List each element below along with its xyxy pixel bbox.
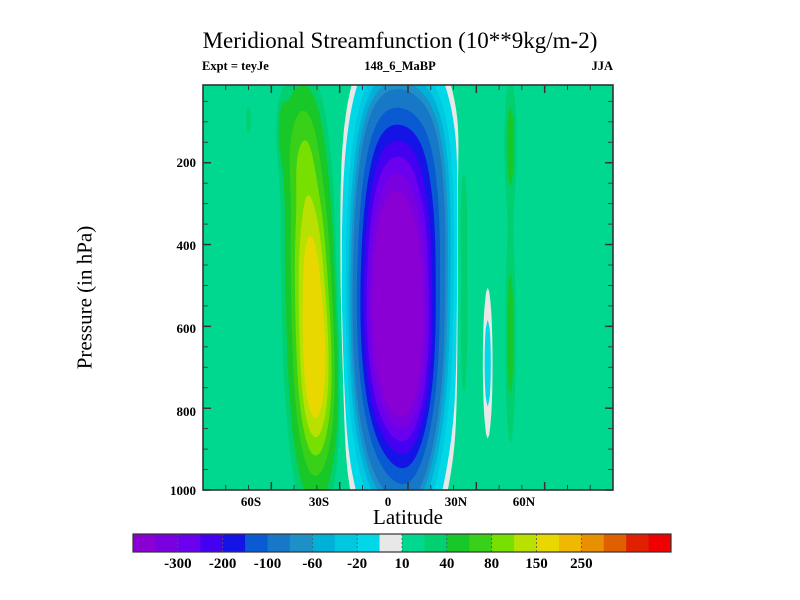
header-season: JJA bbox=[591, 59, 613, 73]
colorbar-cell bbox=[177, 534, 201, 552]
colorbar-cell bbox=[245, 534, 268, 552]
x-axis-title: Latitude bbox=[373, 505, 443, 529]
colorbar-cell bbox=[603, 534, 627, 552]
colorbar-cell bbox=[267, 534, 291, 552]
contour-band bbox=[371, 190, 424, 418]
colorbar-tick-label: -200 bbox=[208, 556, 237, 572]
y-tick-label: 800 bbox=[176, 404, 197, 419]
colorbar-cell bbox=[536, 534, 560, 552]
colorbar-tick-label: 250 bbox=[570, 556, 593, 572]
x-tick-label: 30N bbox=[444, 494, 468, 509]
colorbar-cell bbox=[424, 534, 448, 552]
contour-band bbox=[278, 85, 515, 490]
contour-band bbox=[203, 85, 613, 490]
colorbar-tick-label: -60 bbox=[302, 556, 323, 572]
colorbar-cell bbox=[155, 534, 179, 552]
colorbar-tick-label: -20 bbox=[347, 556, 368, 572]
colorbar-tick-label: 80 bbox=[484, 556, 500, 572]
colorbar-tick-label: 10 bbox=[394, 556, 410, 572]
y-tick-label: 600 bbox=[176, 321, 197, 336]
x-tick-label: 30S bbox=[308, 494, 330, 509]
colorbar-tick-label: 150 bbox=[525, 556, 548, 572]
colorbar-cell bbox=[446, 534, 470, 552]
colorbar bbox=[132, 533, 672, 553]
colorbar-cell bbox=[357, 534, 381, 552]
x-tick-label: 0 bbox=[384, 494, 392, 509]
colorbar-cell bbox=[222, 534, 246, 552]
colorbar-cell bbox=[558, 534, 582, 552]
colorbar-cell bbox=[491, 534, 515, 552]
x-tick-label: 60N bbox=[512, 494, 536, 509]
colorbar-cell bbox=[133, 534, 156, 552]
header-run-id: 148_6_MaBP bbox=[364, 59, 436, 73]
colorbar-cell bbox=[402, 534, 425, 552]
colorbar-tick-label: 40 bbox=[439, 556, 455, 572]
colorbar-cell bbox=[334, 534, 358, 552]
colorbar-cells bbox=[133, 534, 672, 552]
x-tick-label: 60S bbox=[240, 494, 262, 509]
y-tick-label: 1000 bbox=[170, 483, 196, 498]
contour-band bbox=[298, 194, 329, 438]
colorbar-cell bbox=[648, 534, 672, 552]
colorbar-cell bbox=[469, 534, 493, 552]
contour-band bbox=[341, 85, 491, 490]
page-title: Meridional Streamfunction (10**9kg/m-2) bbox=[202, 28, 598, 53]
contour-band bbox=[294, 140, 332, 456]
contour-band bbox=[246, 85, 517, 490]
header-experiment: Expt = teyJe bbox=[202, 59, 269, 73]
colorbar-tick-label: -100 bbox=[253, 556, 282, 572]
colorbar-cell bbox=[514, 534, 537, 552]
colorbar-cell bbox=[379, 534, 403, 552]
colorbar-cell bbox=[312, 534, 336, 552]
axis-frame bbox=[202, 84, 614, 491]
y-tick-label: 200 bbox=[176, 155, 197, 170]
contour-band bbox=[302, 235, 326, 419]
colorbar-cell bbox=[289, 534, 313, 552]
colorbar-tick-label: -300 bbox=[164, 556, 192, 572]
colorbar-cell bbox=[626, 534, 650, 552]
colorbar-cell bbox=[581, 534, 605, 552]
colorbar-cell bbox=[200, 534, 224, 552]
contour-bands bbox=[203, 85, 613, 490]
y-tick-label: 400 bbox=[176, 238, 197, 253]
